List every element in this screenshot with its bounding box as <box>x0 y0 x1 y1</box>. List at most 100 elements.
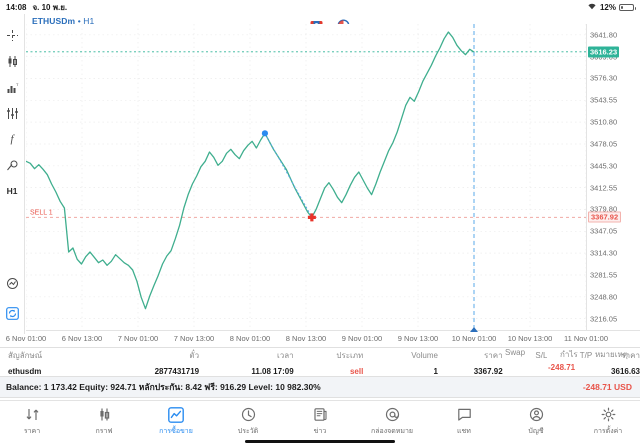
tab-quotes-label: ราคา <box>23 428 41 435</box>
tab-history-label: ประวัติ <box>237 428 259 435</box>
home-indicator <box>245 440 395 443</box>
chart-icon <box>97 406 112 423</box>
tab-mailbox[interactable]: กล่องจดหมาย <box>370 406 414 437</box>
history-clock-icon <box>241 406 256 423</box>
total-profit-amount: -248.71 <box>582 382 612 392</box>
price-chart[interactable]: SELL 1 <box>26 24 586 330</box>
cell-open-price: 3367.92 <box>473 366 503 376</box>
status-bar: 14:08 จ. 10 พ.ย. 12% <box>0 0 640 14</box>
indicators-icon[interactable] <box>0 100 25 126</box>
price-tick-4: 3510.80 <box>590 117 618 127</box>
tab-history[interactable]: ประวัติ <box>226 406 270 437</box>
tab-news[interactable]: ข่าว <box>298 406 342 437</box>
time-tick-9: 10 Nov 13:00 <box>507 334 553 343</box>
svg-text:SELL 1: SELL 1 <box>30 209 53 216</box>
timeframe-label: H1 <box>6 186 18 196</box>
chart-symbol-separator: • <box>77 16 81 26</box>
account-icon <box>529 406 544 423</box>
cell-current-price: 3616.63 <box>611 366 640 376</box>
history-icon[interactable] <box>0 270 25 296</box>
time-tick-6: 9 Nov 01:00 <box>341 334 383 343</box>
objects-icon[interactable] <box>0 152 25 178</box>
price-tick-10: 3314.30 <box>590 248 618 258</box>
header-sl: S/L <box>535 350 548 360</box>
time-tick-4: 8 Nov 01:00 <box>229 334 271 343</box>
cell-profit: -248.71 <box>548 363 576 372</box>
chart-symbol-label: ETHUSDm <box>32 16 76 26</box>
tab-accounts-label: บัญชี <box>528 428 544 435</box>
header-price: ราคา <box>484 350 503 360</box>
status-date: จ. 10 พ.ย. <box>32 2 68 12</box>
header-ticket: ตั๋ว <box>189 350 200 360</box>
header-note: หมายเหตุ <box>595 350 628 359</box>
battery-icon <box>619 3 636 11</box>
price-axis[interactable]: 3641.803609.053576.303543.553510.803478.… <box>586 24 640 330</box>
news-icon <box>313 406 328 423</box>
tab-settings-label: การตั้งค่า <box>593 428 623 435</box>
cell-type: sell <box>349 366 364 376</box>
function-icon[interactable]: f <box>10 133 14 145</box>
header-type: ประเภท <box>336 350 364 360</box>
time-tick-0: 6 Nov 01:00 <box>5 334 47 343</box>
tab-accounts[interactable]: บัญชี <box>514 406 558 437</box>
bar-chart-icon[interactable]: T <box>0 74 25 100</box>
header-volume: Volume <box>411 350 438 360</box>
price-tick-11: 3281.55 <box>590 270 618 280</box>
chart-svg: SELL 1 <box>26 24 586 330</box>
table-row[interactable]: ethusdm 2877431719 11.08 17:09 sell 1 33… <box>0 362 640 380</box>
current-price-badge: 3616.23 <box>588 46 620 58</box>
crosshair-icon[interactable] <box>0 22 25 48</box>
total-profit-value: -248.71 USD <box>583 382 640 392</box>
cell-ticket: 2877431719 <box>154 366 200 376</box>
quotes-icon <box>25 406 40 423</box>
cell-volume: 1 <box>433 366 438 376</box>
refresh-icon[interactable] <box>0 300 25 326</box>
price-tick-8: 3379.80 <box>590 204 618 214</box>
time-tick-7: 9 Nov 13:00 <box>397 334 439 343</box>
settings-gear-icon <box>601 406 616 423</box>
total-profit-currency: USD <box>614 382 632 392</box>
bottom-tab-bar: ราคา กราฟ การซื้อขาย <box>0 400 640 447</box>
tab-quotes[interactable]: ราคา <box>10 406 54 437</box>
time-tick-10: 11 Nov 01:00 <box>563 334 609 343</box>
header-profit: กำไร <box>560 350 578 359</box>
tab-charts-label: กราฟ <box>95 428 113 435</box>
cell-symbol: ethusdm <box>8 366 42 376</box>
price-tick-5: 3478.05 <box>590 139 618 149</box>
time-tick-8: 10 Nov 01:00 <box>451 334 497 343</box>
price-tick-9: 3347.05 <box>590 226 618 236</box>
account-summary-text: Balance: 1 173.42 Equity: 924.71 หลักประ… <box>6 382 321 392</box>
tab-trade-label: การซื้อขาย <box>159 428 193 435</box>
header-swap: Swap <box>505 348 526 357</box>
time-tick-1: 6 Nov 13:00 <box>61 334 103 343</box>
price-tick-13: 3216.05 <box>590 314 618 324</box>
price-tick-12: 3248.80 <box>590 292 618 302</box>
time-tick-2: 7 Nov 01:00 <box>117 334 159 343</box>
chart-timeframe-label: H1 <box>83 16 95 26</box>
header-symbol: สัญลักษณ์ <box>8 350 43 360</box>
tab-charts[interactable]: กราฟ <box>82 406 126 437</box>
header-current-price: ราคา <box>621 350 640 360</box>
tab-trade[interactable]: การซื้อขาย <box>154 406 198 437</box>
now-marker-triangle <box>470 327 478 332</box>
candlestick-icon[interactable] <box>0 48 25 74</box>
chat-icon <box>457 406 472 423</box>
price-tick-6: 3445.30 <box>590 161 618 171</box>
price-tick-3: 3543.55 <box>590 95 618 105</box>
tab-chat[interactable]: แชท <box>442 406 486 437</box>
account-summary-bar[interactable]: Balance: 1 173.42 Equity: 924.71 หลักประ… <box>0 376 640 398</box>
table-header-row: สัญลักษณ์ ตั๋ว เวลา ประเภท Volume ราคา S… <box>0 348 640 362</box>
price-tick-0: 3641.80 <box>590 30 618 40</box>
price-tick-2: 3576.30 <box>590 73 618 83</box>
time-tick-3: 7 Nov 13:00 <box>173 334 215 343</box>
trade-icon <box>168 406 184 423</box>
cell-time: 11.08 17:09 <box>251 366 294 376</box>
tab-settings[interactable]: การตั้งค่า <box>586 406 630 437</box>
svg-text:T: T <box>16 82 19 87</box>
status-time: 14:08 <box>6 2 27 12</box>
header-time: เวลา <box>277 350 294 360</box>
tab-news-label: ข่าว <box>313 428 327 435</box>
timeframe-button[interactable]: H1 <box>0 178 25 204</box>
time-axis[interactable]: 6 Nov 01:00 6 Nov 13:00 7 Nov 01:00 7 Nov 1… <box>6 327 640 347</box>
battery-percent-label: 12% <box>599 2 616 12</box>
